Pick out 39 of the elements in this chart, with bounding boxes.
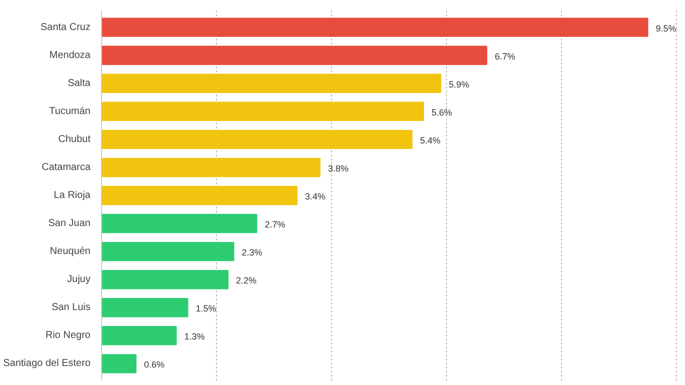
y-tick-label: Rio Negro: [45, 330, 91, 342]
bar: [102, 74, 442, 93]
data-label: 2.3%: [242, 248, 262, 258]
y-tick-label: San Juan: [48, 218, 91, 230]
data-label: 0.6%: [144, 360, 165, 370]
y-tick-label: Mendoza: [49, 50, 91, 61]
y-tick-label: Jujuy: [67, 274, 91, 286]
y-tick-label: Catamarca: [42, 162, 91, 173]
bar: [102, 214, 258, 234]
y-tick-label: La Rioja: [54, 190, 91, 201]
bar: [102, 46, 488, 65]
y-tick-label: Chubut: [58, 134, 91, 145]
y-tick-label: Santiago del Estero: [3, 358, 91, 370]
bar: [102, 158, 320, 178]
data-label: 2.7%: [264, 220, 286, 230]
bar: [102, 326, 177, 346]
data-label: 6.7%: [494, 51, 516, 62]
y-tick-label: Salta: [68, 78, 91, 89]
bar: [102, 130, 412, 150]
data-label: 1.3%: [184, 332, 205, 342]
bar: [102, 270, 228, 290]
bar: [102, 18, 648, 37]
y-tick-label: Tucumán: [49, 106, 91, 117]
bar: [102, 242, 234, 262]
data-label: 9.5%: [656, 23, 676, 34]
data-label: 1.5%: [196, 304, 216, 314]
bar: [102, 354, 136, 374]
bar: [102, 298, 188, 318]
data-label: 5.6%: [431, 107, 452, 118]
bar: [102, 186, 298, 206]
bar: [102, 102, 424, 122]
data-label: 3.8%: [328, 163, 349, 174]
y-tick-label: Santa Cruz: [40, 22, 91, 33]
y-tick-label: Neuquén: [50, 246, 91, 258]
y-tick-label: San Luis: [52, 302, 91, 314]
data-label: 5.9%: [448, 79, 470, 90]
data-label: 2.2%: [236, 276, 257, 286]
data-label: 5.4%: [420, 135, 440, 146]
data-label: 3.4%: [304, 192, 326, 202]
